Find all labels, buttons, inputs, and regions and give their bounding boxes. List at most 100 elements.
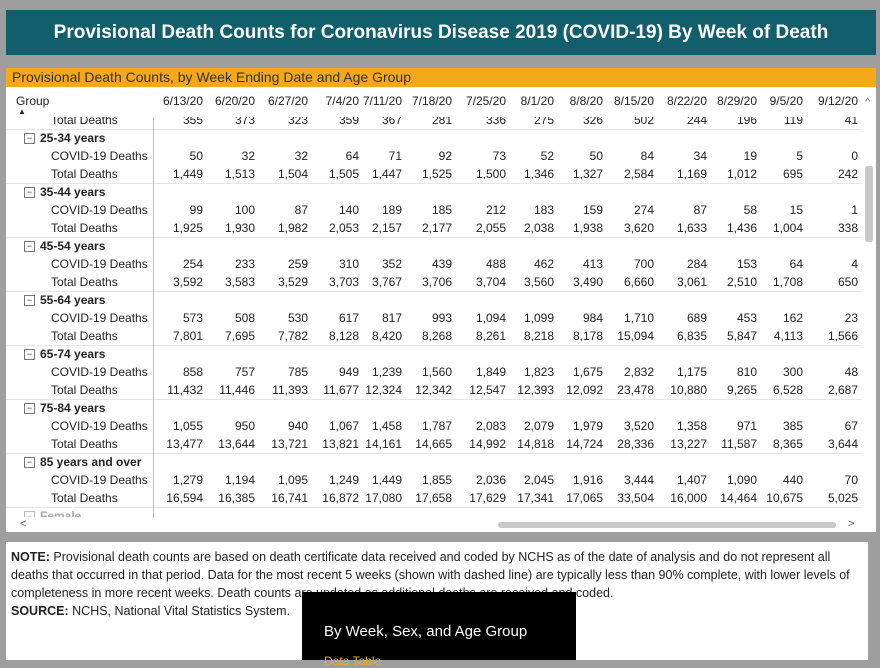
table-cell: 14,818 <box>517 437 554 451</box>
date-column-header[interactable]: 7/11/20 <box>362 94 402 108</box>
date-column-header[interactable]: 6/13/20 <box>162 94 203 108</box>
table-cell: 8,268 <box>421 329 452 343</box>
row-label: 25-34 years <box>40 131 106 145</box>
table-cell: 2,687 <box>827 383 858 397</box>
table-cell: 757 <box>234 365 255 379</box>
table-row: Total Deaths 11,432 11,446 11,393 11,677 12,3… <box>6 381 862 400</box>
table-cell: 87 <box>294 203 308 217</box>
table-cell: 1,055 <box>172 419 203 433</box>
row-label: COVID-19 Deaths <box>51 257 148 271</box>
date-column-header[interactable]: 8/29/20 <box>716 94 757 108</box>
table-cell: 1,095 <box>277 473 308 487</box>
date-column-header[interactable]: 8/15/20 <box>613 94 654 108</box>
minus-box-icon[interactable]: − <box>24 187 35 198</box>
minus-box-icon[interactable]: − <box>24 349 35 360</box>
row-label: COVID-19 Deaths <box>51 473 148 487</box>
table-cell: 34 <box>693 149 707 163</box>
page-title: Provisional Death Counts for Coronavirus… <box>6 10 876 55</box>
table-cell: 440 <box>782 473 803 487</box>
minus-box-icon[interactable]: − <box>24 511 35 517</box>
table-cell: 2,045 <box>523 473 554 487</box>
date-column-header[interactable]: 6/27/20 <box>267 94 308 108</box>
table-cell: 5 <box>796 149 803 163</box>
row-label: COVID-19 Deaths <box>51 203 148 217</box>
date-column-header[interactable]: 7/18/20 <box>411 94 452 108</box>
table-cell: 2,177 <box>421 221 452 235</box>
table-cell: 1,090 <box>726 473 757 487</box>
table-cell: 1,004 <box>772 221 803 235</box>
chevron-up-icon[interactable]: ^ <box>865 97 870 108</box>
table-cell: 2,079 <box>523 419 554 433</box>
table-cell: 508 <box>234 311 255 325</box>
table-cell: 1 <box>851 203 858 217</box>
date-column-header[interactable]: 9/5/20 <box>769 94 803 108</box>
date-column-header[interactable]: 6/20/20 <box>214 94 255 108</box>
table-row: COVID-19 Deaths 50 32 32 64 71 92 73 52 50 84 34 19 5… <box>6 147 862 165</box>
tooltip-item-by-week-sex-age[interactable]: By Week, Sex, and Age Group <box>324 623 528 640</box>
table-cell: 950 <box>234 419 255 433</box>
table-cell: 3,520 <box>623 419 654 433</box>
table-cell: 12,547 <box>469 383 506 397</box>
table-cell: 6,835 <box>676 329 707 343</box>
minus-box-icon[interactable]: − <box>24 457 35 468</box>
tooltip-item-data-table[interactable]: Data Table <box>324 654 382 668</box>
table-cell: 16,872 <box>322 491 359 505</box>
source-text: NCHS, National Vital Statistics System. <box>72 604 291 618</box>
minus-box-icon[interactable]: − <box>24 241 35 252</box>
minus-box-icon[interactable]: − <box>24 133 35 144</box>
table-cell: 159 <box>582 203 603 217</box>
group-column-header[interactable]: Group <box>16 94 50 108</box>
table-cell: 3,620 <box>623 221 654 235</box>
table-cell: 16,000 <box>670 491 707 505</box>
table-cell: 7,695 <box>224 329 255 343</box>
row-label: COVID-19 Deaths <box>51 149 148 163</box>
row-label: Total Deaths <box>51 167 118 181</box>
table-row: Total Deaths 1,449 1,513 1,504 1,505 1,447 1,5… <box>6 165 862 184</box>
table-cell: 50 <box>189 149 203 163</box>
chevron-left-icon[interactable]: < <box>20 518 27 530</box>
date-column-header[interactable]: 8/22/20 <box>666 94 707 108</box>
table-cell: 1,982 <box>277 221 308 235</box>
table-cell: 817 <box>381 311 402 325</box>
table-cell: 23,478 <box>617 383 654 397</box>
table-cell: 11,432 <box>167 383 203 397</box>
table-row: COVID-19 Deaths 1,279 1,194 1,095 1,249 1,449… <box>6 471 862 489</box>
date-column-header[interactable]: 9/12/20 <box>817 94 858 108</box>
table-cell: 33,504 <box>617 491 654 505</box>
table-cell: 1,447 <box>371 167 402 181</box>
table-cell: 32 <box>241 149 255 163</box>
chevron-right-icon[interactable]: > <box>848 518 855 530</box>
table-cell: 87 <box>693 203 707 217</box>
table-cell: 8,218 <box>523 329 554 343</box>
table-cell: 326 <box>582 117 603 127</box>
horizontal-scrollbar[interactable]: < > <box>6 518 876 532</box>
table-cell: 858 <box>182 365 203 379</box>
table-cell: 453 <box>736 311 757 325</box>
table-cell: 16,594 <box>166 491 203 505</box>
table-cell: 48 <box>844 365 858 379</box>
minus-box-icon[interactable]: − <box>24 403 35 414</box>
table-cell: 8,178 <box>572 329 603 343</box>
tooltip-menu: By Week, Sex, and Age Group Data Table <box>302 592 576 668</box>
date-column-header[interactable]: 7/4/20 <box>325 94 359 108</box>
table-cell: 530 <box>287 311 308 325</box>
table-cell: 162 <box>782 311 803 325</box>
table-cell: 971 <box>736 419 757 433</box>
row-label: 85 years and over <box>40 455 142 469</box>
table-cell: 32 <box>294 149 308 163</box>
horizontal-scroll-thumb[interactable] <box>498 522 836 528</box>
table-cell: 183 <box>533 203 554 217</box>
table-cell: 689 <box>686 311 707 325</box>
date-column-header[interactable]: 8/8/20 <box>569 94 603 108</box>
table-cell: 6,528 <box>772 383 803 397</box>
date-column-header[interactable]: 7/25/20 <box>465 94 506 108</box>
row-label: COVID-19 Deaths <box>51 419 148 433</box>
table-cell: 1,458 <box>371 419 402 433</box>
minus-box-icon[interactable]: − <box>24 295 35 306</box>
table-cell: 281 <box>431 117 452 127</box>
table-cell: 1,407 <box>676 473 707 487</box>
table-cell: 4 <box>851 257 858 271</box>
date-column-header[interactable]: 8/1/20 <box>520 94 554 108</box>
table-cell: 1,505 <box>328 167 359 181</box>
vertical-scrollbar[interactable] <box>865 166 873 242</box>
